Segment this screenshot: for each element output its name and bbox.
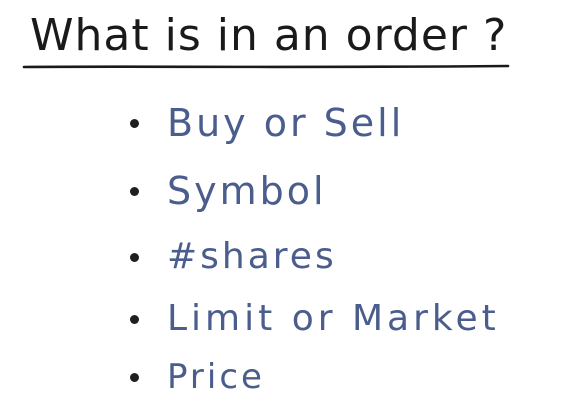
list-item-label: Buy or Sell: [167, 101, 405, 145]
title-underline: [22, 64, 510, 69]
list-item-price: Price: [130, 348, 265, 406]
list-item-shares: #shares: [130, 228, 337, 286]
list-item-label: Limit or Market: [167, 298, 500, 339]
bullet-icon: [130, 372, 139, 382]
list-item-label: Price: [167, 357, 265, 397]
bullet-icon: [130, 118, 139, 128]
list-item-label: Symbol: [167, 169, 327, 213]
list-item-buy-or-sell: Buy or Sell: [130, 94, 404, 152]
list-item-limit-or-market: Limit or Market: [130, 290, 500, 348]
bullet-icon: [130, 314, 139, 324]
slide-title: What is in an order ?: [30, 10, 508, 61]
list-item-symbol: Symbol: [130, 162, 327, 220]
bullet-icon: [130, 186, 139, 196]
bullet-icon: [130, 252, 139, 262]
list-item-label: #shares: [167, 236, 337, 277]
